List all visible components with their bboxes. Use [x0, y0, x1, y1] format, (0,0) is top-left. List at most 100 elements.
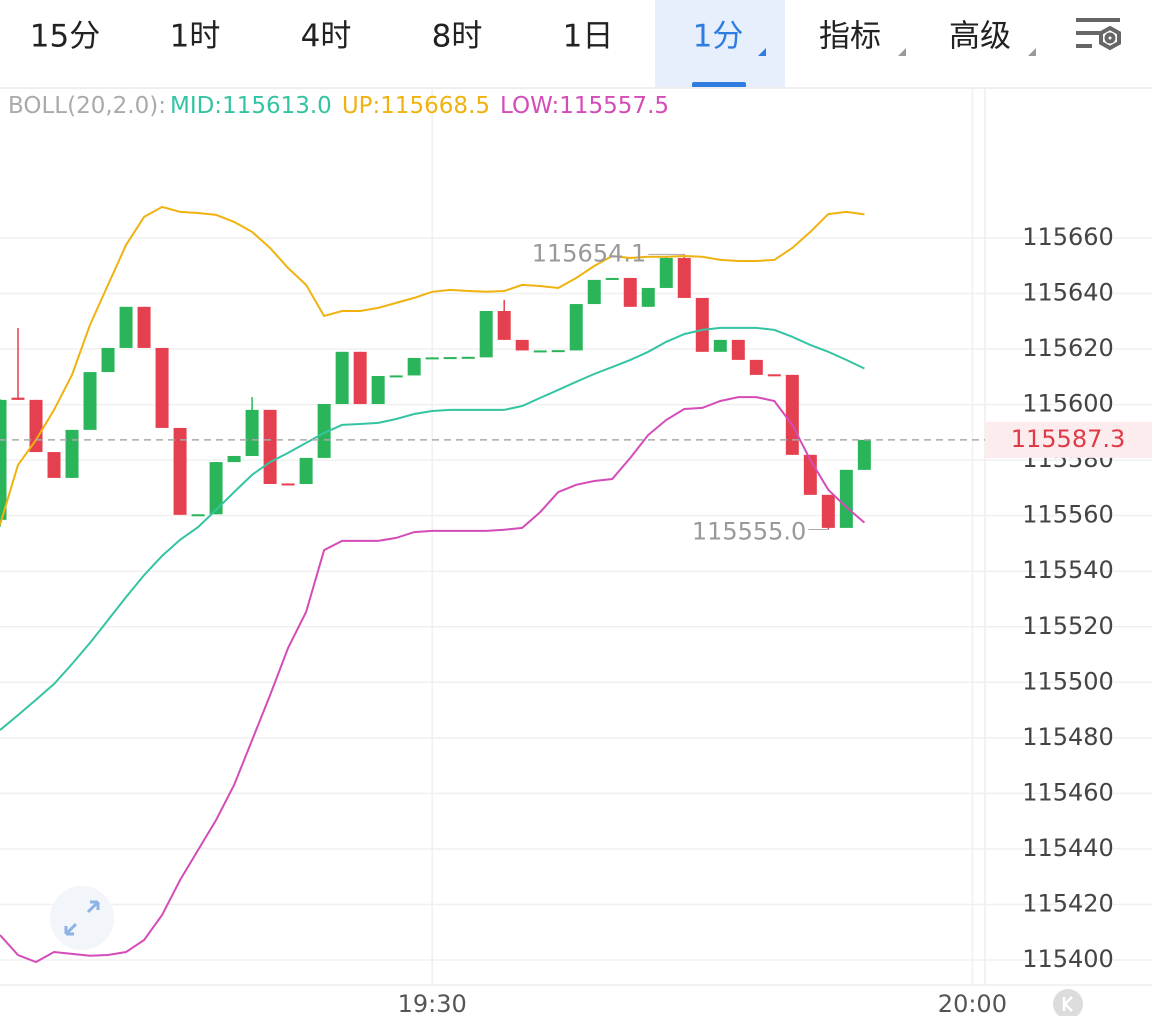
expand-button[interactable]: [50, 886, 114, 950]
dropdown-caret: [898, 48, 906, 56]
tab-underline: [692, 82, 746, 88]
candle-body: [641, 287, 655, 307]
legend-value: 115613.0: [222, 93, 332, 119]
candle-body: [677, 257, 691, 298]
candle-body: [299, 457, 313, 485]
legend-value: 115557.5: [559, 93, 669, 119]
candle-body: [155, 347, 169, 428]
candle-body: [281, 483, 295, 486]
candle-body: [533, 350, 547, 353]
tab[interactable]: 1时: [170, 19, 221, 55]
tab-label: 4时: [301, 19, 352, 55]
candle-body: [497, 311, 511, 340]
legend-value: 115668.5: [380, 93, 490, 119]
candle-body: [29, 399, 43, 453]
k-button[interactable]: [1053, 989, 1083, 1016]
x-tick-label: 19:30: [398, 990, 467, 1016]
expand-icon: [64, 900, 100, 936]
candle-body: [605, 277, 619, 280]
tab[interactable]: 指标: [819, 19, 906, 57]
grid: 115400 115420 115440 115460 115480 115500 1155…: [0, 88, 1152, 1016]
legend-name: LOW:: [500, 93, 559, 119]
candle-body: [173, 427, 187, 515]
y-tick-label: 115620: [1022, 334, 1114, 362]
candle-body: [731, 339, 745, 360]
tab[interactable]: 4时: [301, 19, 352, 55]
tab[interactable]: 高级: [949, 19, 1036, 57]
candle-body: [245, 409, 259, 456]
candle-body: [119, 306, 133, 348]
candle-body: [569, 304, 583, 351]
tab[interactable]: 1日: [563, 19, 614, 55]
y-tick-label: 115560: [1022, 501, 1114, 529]
x-tick-label: 20:00: [938, 990, 1007, 1016]
candle-body: [821, 494, 835, 528]
tab-bar: 15分 1时 4时 8时 1日 1分 指标 高级: [30, 0, 1036, 88]
plot: 115654.1 115555.0 115587.3: [0, 205, 1152, 964]
candle-body: [209, 462, 223, 515]
candle-body: [191, 514, 205, 517]
icon-hex: [1099, 25, 1121, 51]
last-price-box: [985, 421, 1152, 458]
boll-line: [0, 396, 866, 964]
y-tick-label: 115600: [1022, 390, 1114, 418]
last-price-label: 115587.3: [1011, 425, 1126, 453]
legend: BOLL(20,2.0): MID:115613.0 UP:115668.5 LOW:…: [8, 93, 669, 119]
candle-body: [785, 374, 799, 455]
tab[interactable]: 8时: [432, 19, 483, 55]
candle-body: [551, 350, 565, 353]
expand-bg: [50, 886, 114, 950]
tab-label: 1分: [693, 19, 744, 55]
candle-body: [479, 311, 493, 358]
y-tick-label: 115500: [1022, 667, 1114, 695]
candle-body: [515, 339, 529, 351]
y-tick-label: 115460: [1022, 778, 1114, 806]
tab-label: 指标: [819, 19, 881, 55]
high-label: 115654.1: [532, 239, 647, 267]
y-tick-label: 115520: [1022, 612, 1114, 640]
dropdown-caret: [758, 48, 766, 56]
y-tick-label: 115480: [1022, 723, 1114, 751]
y-tick-label: 115540: [1022, 556, 1114, 584]
dropdown-caret: [1028, 48, 1036, 56]
y-tick-label: 115420: [1022, 889, 1114, 917]
candle-body: [101, 347, 115, 373]
tab-label: 高级: [949, 19, 1011, 55]
candle-body: [137, 306, 151, 348]
candle-body: [83, 372, 97, 430]
candle-body: [11, 397, 25, 400]
k-icon: [1062, 996, 1073, 1012]
tab-label: 1时: [170, 19, 221, 55]
candle-body: [47, 452, 61, 478]
candle-body: [461, 356, 475, 359]
candle-body: [749, 359, 763, 375]
candle-body: [443, 357, 457, 360]
candle-body: [317, 404, 331, 458]
candle-body: [65, 429, 79, 478]
candle-body: [713, 339, 727, 352]
settings-icon[interactable]: [1076, 18, 1121, 51]
boll-line: [0, 205, 865, 526]
legend-name: UP:: [342, 93, 380, 119]
tab[interactable]: 15分: [30, 19, 100, 55]
tab[interactable]: 1分: [655, 0, 785, 88]
tab-active-bg: [655, 0, 785, 88]
candle-body: [0, 399, 7, 520]
tab-label: 8时: [432, 19, 483, 55]
candle-body: [695, 297, 709, 352]
candle-body: [407, 357, 421, 376]
candle-body: [227, 455, 241, 463]
candle-body: [335, 351, 349, 405]
y-tick-label: 115400: [1022, 945, 1114, 973]
candle-body: [659, 257, 673, 288]
candle-body: [623, 277, 637, 307]
candle-body: [767, 374, 781, 377]
candle-body: [353, 351, 367, 405]
legend-name: MID:: [170, 93, 222, 119]
indicator-name: BOLL(20,2.0):: [8, 93, 166, 119]
legend-text: BOLL(20,2.0): MID:115613.0 UP:115668.5 LOW:…: [8, 93, 669, 119]
candle-body: [389, 375, 403, 378]
boll-line: [0, 326, 865, 731]
candle-body: [425, 357, 439, 360]
